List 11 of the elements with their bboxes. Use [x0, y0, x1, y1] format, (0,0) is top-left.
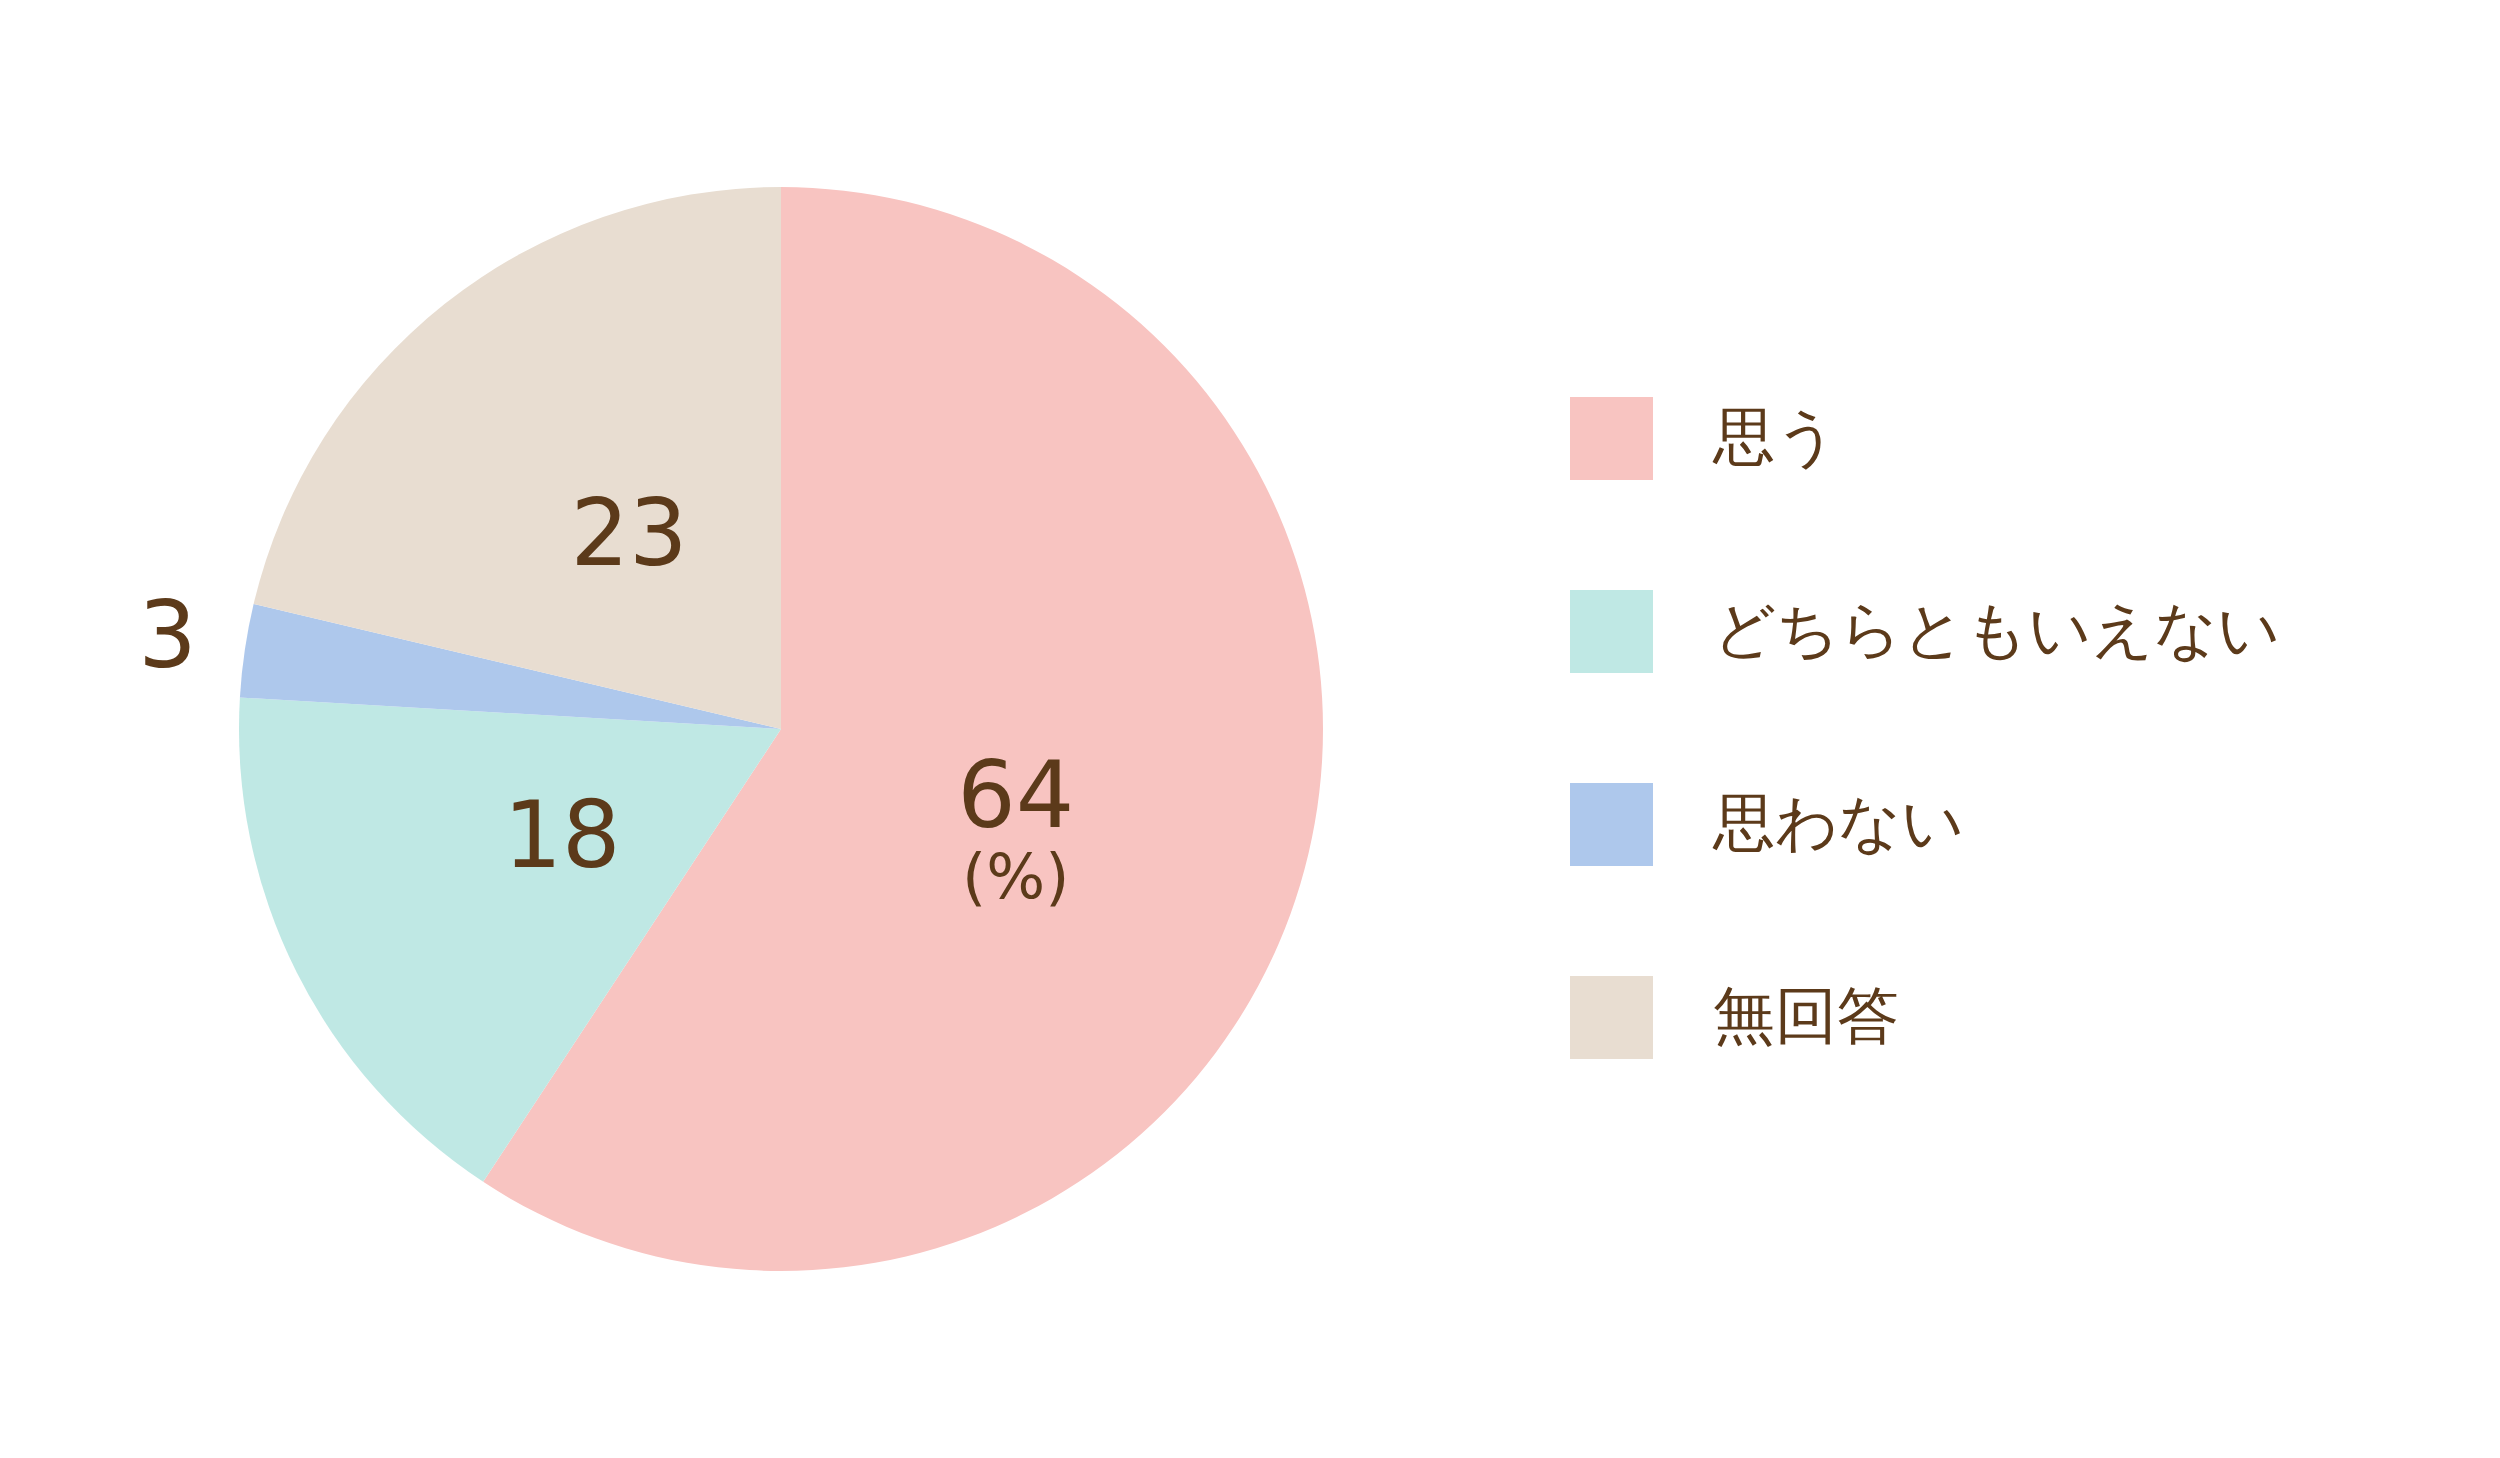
- pie-slice: [483, 187, 1323, 1271]
- data-label: 18: [503, 781, 621, 889]
- pie-slice: [239, 604, 781, 729]
- legend-label: 思わない: [1712, 785, 1964, 859]
- legend-label: 思う: [1712, 399, 1838, 473]
- legend-label: 無回答: [1713, 978, 1899, 1052]
- data-label: 3: [138, 582, 197, 690]
- data-label: 23: [570, 479, 688, 587]
- legend-label: どちらともいえない: [1713, 592, 2280, 666]
- pie-slice: [253, 187, 781, 729]
- pie-slice: [239, 697, 781, 1182]
